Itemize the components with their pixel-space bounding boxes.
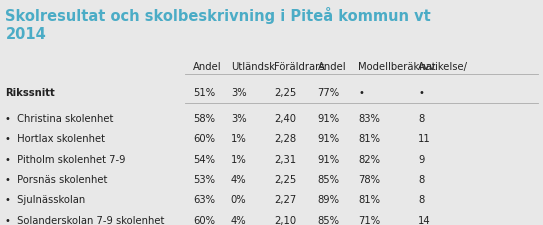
Text: 11: 11: [418, 134, 431, 144]
Text: Skolresultat och skolbeskrivning i Piteå kommun vt
2014: Skolresultat och skolbeskrivning i Piteå…: [5, 7, 431, 42]
Text: •  Christina skolenhet: • Christina skolenhet: [5, 114, 114, 124]
Text: 8: 8: [418, 174, 425, 184]
Text: 60%: 60%: [193, 215, 215, 225]
Text: 78%: 78%: [358, 174, 381, 184]
Text: •  Sjulnässkolan: • Sjulnässkolan: [5, 195, 86, 205]
Text: 85%: 85%: [318, 174, 340, 184]
Text: 2,31: 2,31: [274, 154, 296, 164]
Text: 83%: 83%: [358, 114, 380, 124]
Text: 0%: 0%: [231, 195, 247, 205]
Text: 81%: 81%: [358, 195, 381, 205]
Text: 2,10: 2,10: [274, 215, 296, 225]
Text: Andel: Andel: [193, 62, 222, 72]
Text: Rikssnitt: Rikssnitt: [5, 88, 55, 98]
Text: 85%: 85%: [318, 215, 340, 225]
Text: •  Pitholm skolenhet 7-9: • Pitholm skolenhet 7-9: [5, 154, 126, 164]
Text: 8: 8: [418, 195, 425, 205]
Text: •: •: [358, 88, 364, 98]
Text: 77%: 77%: [318, 88, 340, 98]
Text: 53%: 53%: [193, 174, 215, 184]
Text: 9: 9: [418, 154, 425, 164]
Text: 60%: 60%: [193, 134, 215, 144]
Text: 63%: 63%: [193, 195, 215, 205]
Text: 51%: 51%: [193, 88, 215, 98]
Text: 3%: 3%: [231, 114, 247, 124]
Text: 4%: 4%: [231, 174, 247, 184]
Text: 14: 14: [418, 215, 431, 225]
Text: •  Solanderskolan 7-9 skolenhet: • Solanderskolan 7-9 skolenhet: [5, 215, 165, 225]
Text: 71%: 71%: [358, 215, 381, 225]
Text: 1%: 1%: [231, 134, 247, 144]
Text: 91%: 91%: [318, 114, 340, 124]
Text: •  Porsnäs skolenhet: • Porsnäs skolenhet: [5, 174, 108, 184]
Text: 2,40: 2,40: [274, 114, 296, 124]
Text: 2,28: 2,28: [274, 134, 296, 144]
Text: 3%: 3%: [231, 88, 247, 98]
Text: 2,25: 2,25: [274, 88, 296, 98]
Text: 8: 8: [418, 114, 425, 124]
Text: 2,27: 2,27: [274, 195, 296, 205]
Text: 58%: 58%: [193, 114, 215, 124]
Text: •  Hortlax skolenhet: • Hortlax skolenhet: [5, 134, 105, 144]
Text: Andel: Andel: [318, 62, 346, 72]
Text: 89%: 89%: [318, 195, 340, 205]
Text: Modellberäknat: Modellberäknat: [358, 62, 436, 72]
Text: Föräldrars: Föräldrars: [274, 62, 325, 72]
Text: 91%: 91%: [318, 134, 340, 144]
Text: Utländsk: Utländsk: [231, 62, 275, 72]
Text: 54%: 54%: [193, 154, 215, 164]
Text: 1%: 1%: [231, 154, 247, 164]
Text: 82%: 82%: [358, 154, 381, 164]
Text: 91%: 91%: [318, 154, 340, 164]
Text: 4%: 4%: [231, 215, 247, 225]
Text: 81%: 81%: [358, 134, 381, 144]
Text: 2,25: 2,25: [274, 174, 296, 184]
Text: Avvikelse/: Avvikelse/: [418, 62, 468, 72]
Text: •: •: [418, 88, 424, 98]
